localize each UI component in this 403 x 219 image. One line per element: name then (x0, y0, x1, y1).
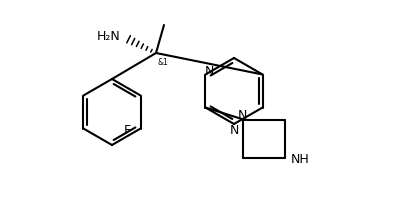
Text: &1: &1 (158, 58, 169, 67)
Text: N: N (229, 124, 239, 136)
Text: NH: NH (291, 153, 309, 166)
Text: N: N (205, 65, 214, 78)
Text: H₂N: H₂N (96, 30, 120, 42)
Text: F: F (123, 124, 131, 137)
Text: N: N (238, 109, 247, 122)
